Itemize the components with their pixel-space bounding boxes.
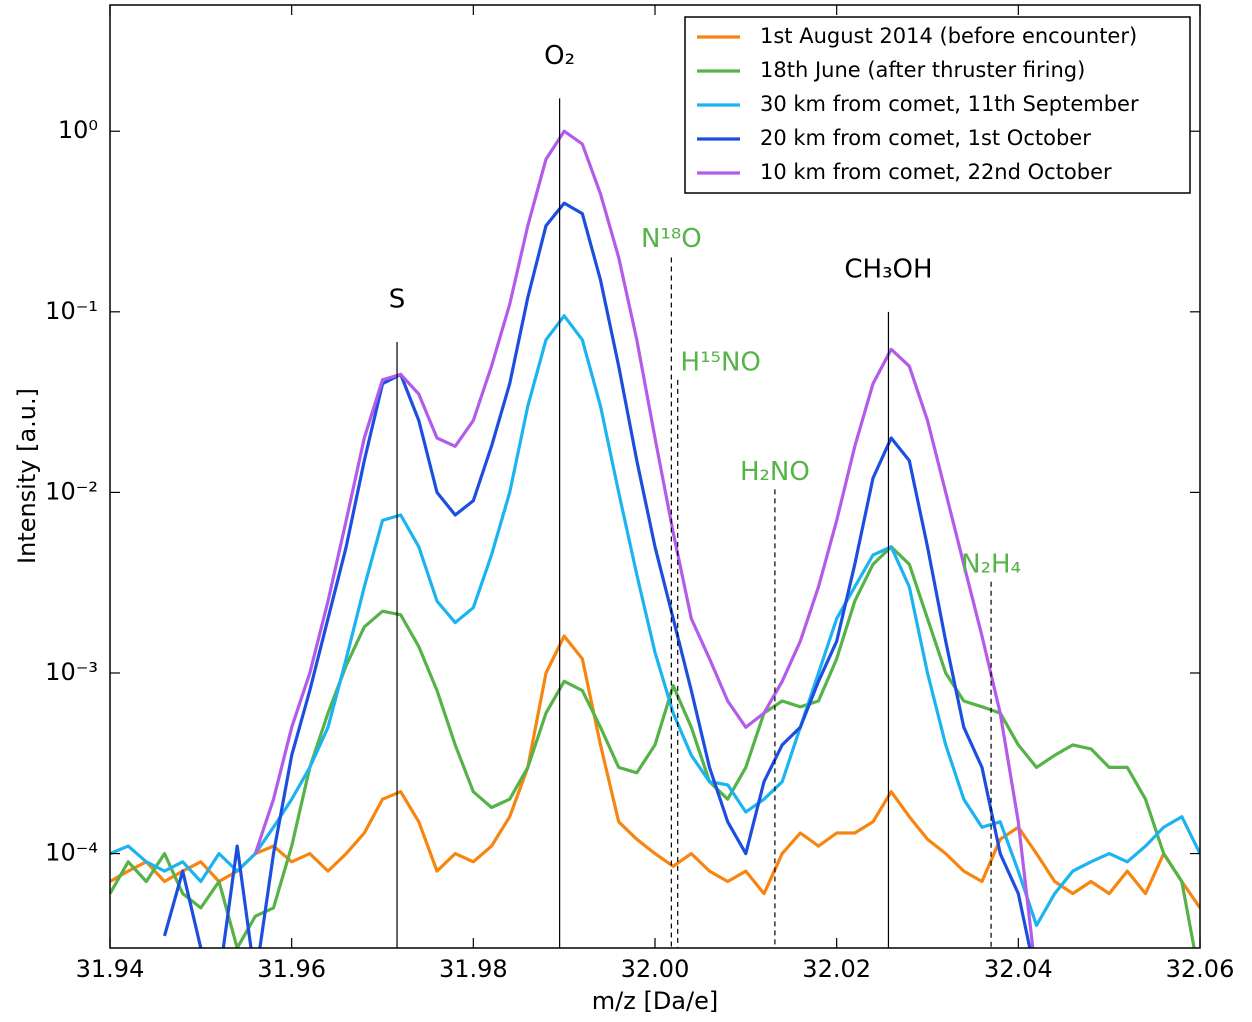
x-axis-label: m/z [Da/e]: [592, 987, 718, 1015]
annotation-label: O₂: [544, 41, 575, 71]
annotation-label: N¹⁸O: [641, 224, 702, 254]
y-tick-label: 10⁻⁴: [45, 839, 98, 867]
legend-label: 30 km from comet, 11th September: [760, 92, 1139, 116]
series-layer: [110, 129, 1200, 948]
x-tick-label: 32.00: [621, 955, 690, 983]
annotation-label: S: [389, 285, 406, 315]
annotation-label: H₂NO: [740, 457, 810, 487]
x-tick-label: 31.94: [76, 955, 145, 983]
legend-box: [684, 16, 1191, 194]
annotation-label: H¹⁵NO: [681, 347, 761, 377]
series-line: [110, 314, 1200, 927]
legend-label: 10 km from comet, 22nd October: [760, 160, 1112, 184]
annotation-label: N₂H₄: [961, 549, 1021, 579]
legend-label: 1st August 2014 (before encounter): [760, 24, 1137, 48]
y-tick-label: 10⁰: [58, 116, 98, 144]
y-tick-label: 10⁻³: [45, 658, 98, 686]
x-tick-label: 32.02: [802, 955, 871, 983]
annotation-layer: S O₂ CH₃OH N¹⁸O H¹⁵NO H₂NO N₂H₄: [389, 41, 1021, 948]
x-tick-label: 32.04: [984, 955, 1053, 983]
legend-label: 18th June (after thruster firing): [760, 58, 1085, 82]
legend: 1st August 2014 (before encounter) 18th J…: [684, 16, 1191, 194]
y-tick-label: 10⁻²: [45, 477, 98, 505]
y-axis-label: Intensity [a.u.]: [13, 388, 41, 564]
x-tick-label: 31.96: [257, 955, 326, 983]
series-line: [110, 545, 1196, 948]
x-tick-label: 31.98: [439, 955, 508, 983]
x-tick-label: 32.06: [1166, 955, 1235, 983]
y-tick-label: 10⁻¹: [45, 297, 98, 325]
legend-label: 20 km from comet, 1st October: [760, 126, 1091, 150]
series-line: [253, 129, 1035, 948]
annotation-label: CH₃OH: [844, 254, 932, 284]
series-line: [162, 201, 1032, 948]
